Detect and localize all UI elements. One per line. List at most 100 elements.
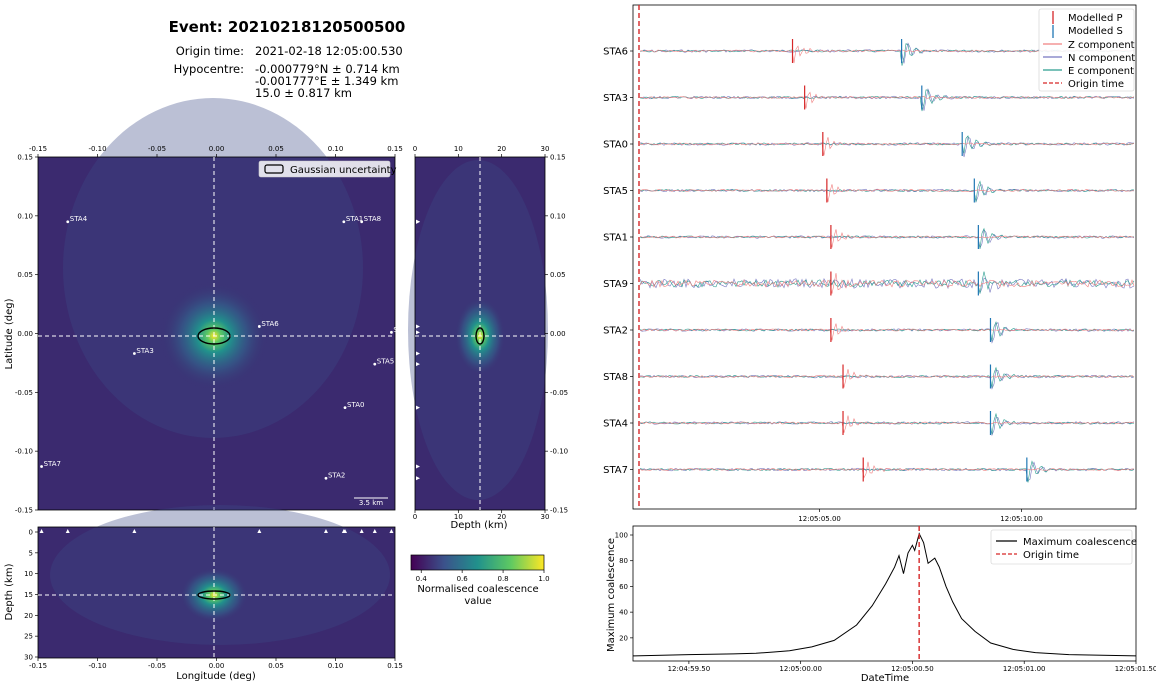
map-y-tick-label: 0.05 [17,271,33,279]
lat-depth-panel: 001010202030300.150.100.050.00-0.05-0.10… [408,145,568,531]
map-station-label: STA8 [364,215,381,223]
waveform-ticks: 12:05:05.00 12:05:10.00 [798,509,1043,523]
map-station-marker [324,476,328,480]
hypocentre-lon: -0.001777°E ± 1.349 km [255,74,398,88]
latdepth-station-marker [416,405,420,410]
waveform-station-label: STA8 [603,372,628,383]
depthlon-x-tick-label: -0.15 [29,662,47,670]
depthlon-ylabel: Depth (km) [4,563,15,620]
map-legend-label: Gaussian uncertainty [290,165,397,176]
scalebar-label: 3.5 km [359,499,383,507]
map-station-label: STA1 [346,215,363,223]
latdepth-y-tick-label: 0.05 [550,271,566,279]
waveform-trace [639,460,1135,483]
map-halo [63,98,363,438]
map-y-ticks: 0.15 0.10 0.05 0.00 -0.05 -0.10 -0.15 [15,154,38,515]
coal-y-tick-label: 80 [619,557,628,565]
map-stations: STA4 STA1 STA8 STA6 ST STA3 STA5 STA0 STA7 STA2 [40,215,403,480]
map-station-marker [342,220,346,224]
map-view-panel: STA4 STA1 STA8 STA6 ST STA3 STA5 STA0 STA7 STA2 -… [4,98,403,515]
coal-legend-box [990,529,1133,565]
origin-time-value: 2021-02-18 12:05:00.530 [255,44,403,58]
map-top-tick-label: -0.15 [29,145,47,153]
hypocentre-lat: -0.000779°N ± 0.714 km [255,62,400,76]
map-y-tick-label: 0.00 [17,330,33,338]
map-station-label: STA5 [377,358,394,366]
map-top-tick-label: 0.00 [209,145,225,153]
hypocentre-depth: 15.0 ± 0.817 km [255,86,352,100]
latdepth-station-marker [416,476,420,481]
waveform-station-label: STA2 [603,326,628,337]
map-station-label: STA0 [347,401,364,409]
waveform-trace [639,412,1134,435]
latdepth-station-marker [416,330,420,335]
latdepth-station-marker [416,219,420,224]
colorbar-tick-label: 0.8 [498,575,509,583]
waveform-trace [639,323,1135,341]
coal-x-tick-label: 12:05:01.00 [1003,665,1046,673]
map-station-label: STA4 [70,215,88,223]
latdepth-top-tick-label: 0 [413,145,417,153]
coal-y-tick-label: 40 [619,609,628,617]
coal-x-tick-label: 12:05:00.00 [779,665,822,673]
map-station-label: STA7 [44,460,61,468]
map-station-label: STA2 [328,472,345,480]
latdepth-y-tick-label: -0.15 [550,507,568,515]
depthlon-station-marker [257,529,262,533]
coalescence-line [632,532,1137,657]
depthlon-y-tick-label: 5 [29,549,33,557]
latdepth-top-tick-label: 30 [541,145,550,153]
waveform-station-label: STA1 [603,233,628,244]
waveform-trace [639,184,1135,203]
coal-x-tick-label: 12:05:01.50 [1115,665,1156,673]
depthlon-ticks: -0.15 -0.10 -0.05 0.00 0.05 0.10 0.15 0 5 10 15 20 2… [24,529,403,671]
coal-legend-line: Maximum coalescence [1023,537,1137,548]
waveform-trace [639,369,1135,388]
waveform-trace [639,271,1135,294]
colorbar-tick-label: 0.4 [416,575,428,583]
latdepth-xlabel: Depth (km) [451,520,508,531]
depthlon-stations [39,529,394,533]
map-station-marker [257,325,261,328]
waveform-trace [639,137,1135,156]
map-station-marker [343,406,347,410]
waveform-station-label: STA3 [603,93,628,104]
waveform-trace [639,415,1135,433]
depthlon-station-marker [39,529,44,533]
coal-x-tick-label: 12:04:59.50 [668,665,711,673]
depthlon-station-marker [359,529,364,533]
depthlon-x-tick-label: 0.00 [209,662,225,670]
coalescence-ticks: 12:04:59.50 12:05:00.00 12:05:00.50 12:05:0… [615,532,1156,674]
latdepth-top-tick-label: 10 [454,145,463,153]
colorbar-ticks: 0.4 0.6 0.8 1.0 [416,570,550,583]
map-uncertainty-ellipse [197,327,231,345]
map-station-label: STA6 [261,320,279,328]
depthlon-x-tick-label: -0.10 [88,662,106,670]
map-legend-box [258,160,391,178]
map-station-marker [373,362,377,366]
depthlon-station-marker [65,529,70,533]
wf-legend-n: N component [1068,53,1135,64]
waveform-station-label: STA6 [603,47,628,58]
depthlon-station-marker [132,529,137,533]
latdepth-top-tick-label: 20 [497,145,506,153]
origin-time-label: Origin time: [176,44,244,58]
colorbar-gradient [410,554,545,571]
latdepth-station-marker [416,324,420,329]
waveform-legend: Modelled P Modelled S Z component N comp… [1038,8,1135,92]
latdepth-station-marker [416,362,420,367]
coal-legend-origin: Origin time [1023,550,1079,561]
map-ylabel: Latitude (deg) [4,298,15,369]
waveform-x-tick-label: 12:05:05.00 [798,515,841,523]
map-station-marker [360,220,364,224]
waveform-traces [639,39,1135,483]
coal-ylabel: Maximum coalescence [606,538,617,652]
waveform-trace [639,461,1135,482]
latdepth-station-marker [416,351,420,356]
waveform-station-label: STA4 [603,419,628,430]
depthlon-xlabel: Longitude (deg) [176,671,256,682]
depthlon-x-tick-label: 0.05 [268,662,284,670]
map-y-tick-label: 0.15 [17,154,33,162]
waveform-station-label: STA5 [603,186,628,197]
